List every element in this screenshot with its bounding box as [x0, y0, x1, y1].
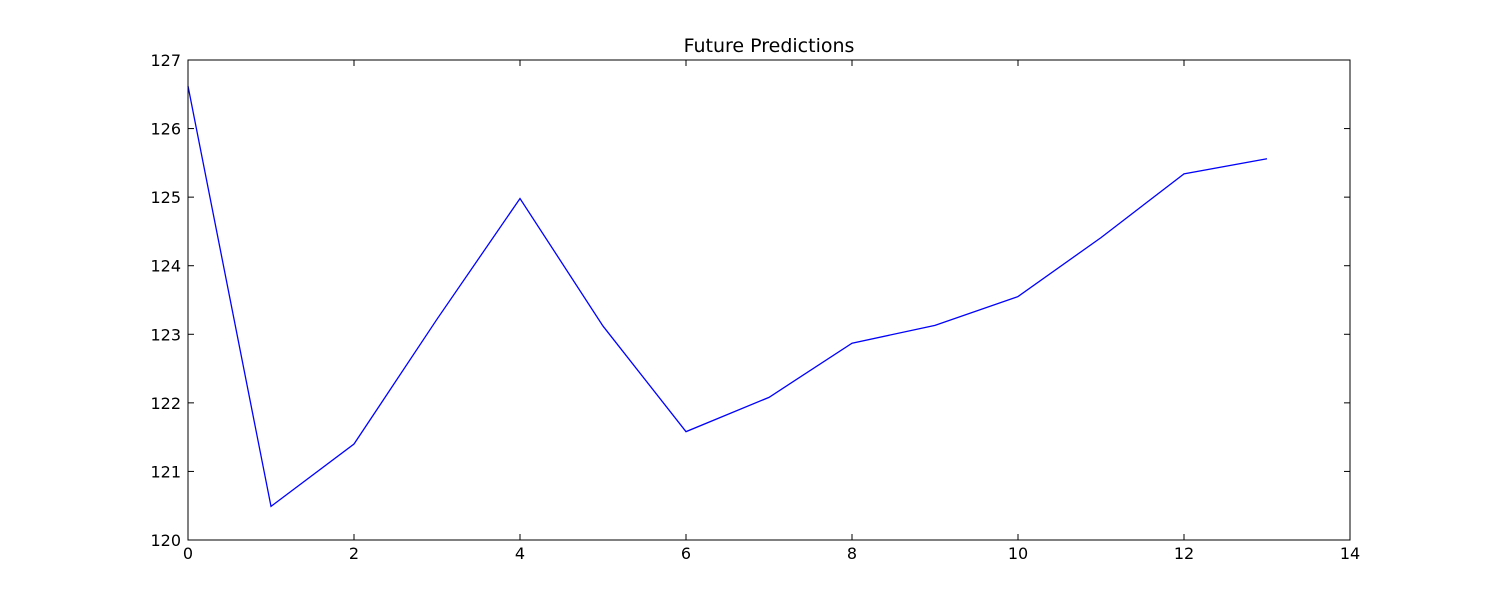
- y-tick-label: 126: [150, 120, 181, 139]
- y-tick-label: 125: [150, 188, 181, 207]
- y-tick-label: 123: [150, 325, 181, 344]
- series-layer: [187, 85, 1268, 508]
- x-tick-label: 10: [1008, 544, 1028, 563]
- series-line: [187, 85, 1268, 508]
- x-tick-label: 0: [183, 544, 193, 563]
- y-tick-label: 127: [150, 51, 181, 70]
- y-tick-label: 120: [150, 531, 181, 550]
- x-tick-label: 8: [847, 544, 857, 563]
- chart-title: Future Predictions: [684, 35, 855, 57]
- x-tick-label: 14: [1340, 544, 1360, 563]
- axes-frame: [187, 59, 1351, 541]
- x-tick-label: 12: [1174, 544, 1194, 563]
- x-tick-label: 6: [681, 544, 691, 563]
- y-tick-label: 121: [150, 462, 181, 481]
- x-tick-label: 2: [349, 544, 359, 563]
- ticks-layer: 0 2 4 6 8 10 12 14 120 121 122 123 124 125 126 127: [150, 51, 1360, 563]
- y-tick-label: 124: [150, 257, 181, 276]
- y-tick-label: 122: [150, 394, 181, 413]
- x-tick-label: 4: [515, 544, 525, 563]
